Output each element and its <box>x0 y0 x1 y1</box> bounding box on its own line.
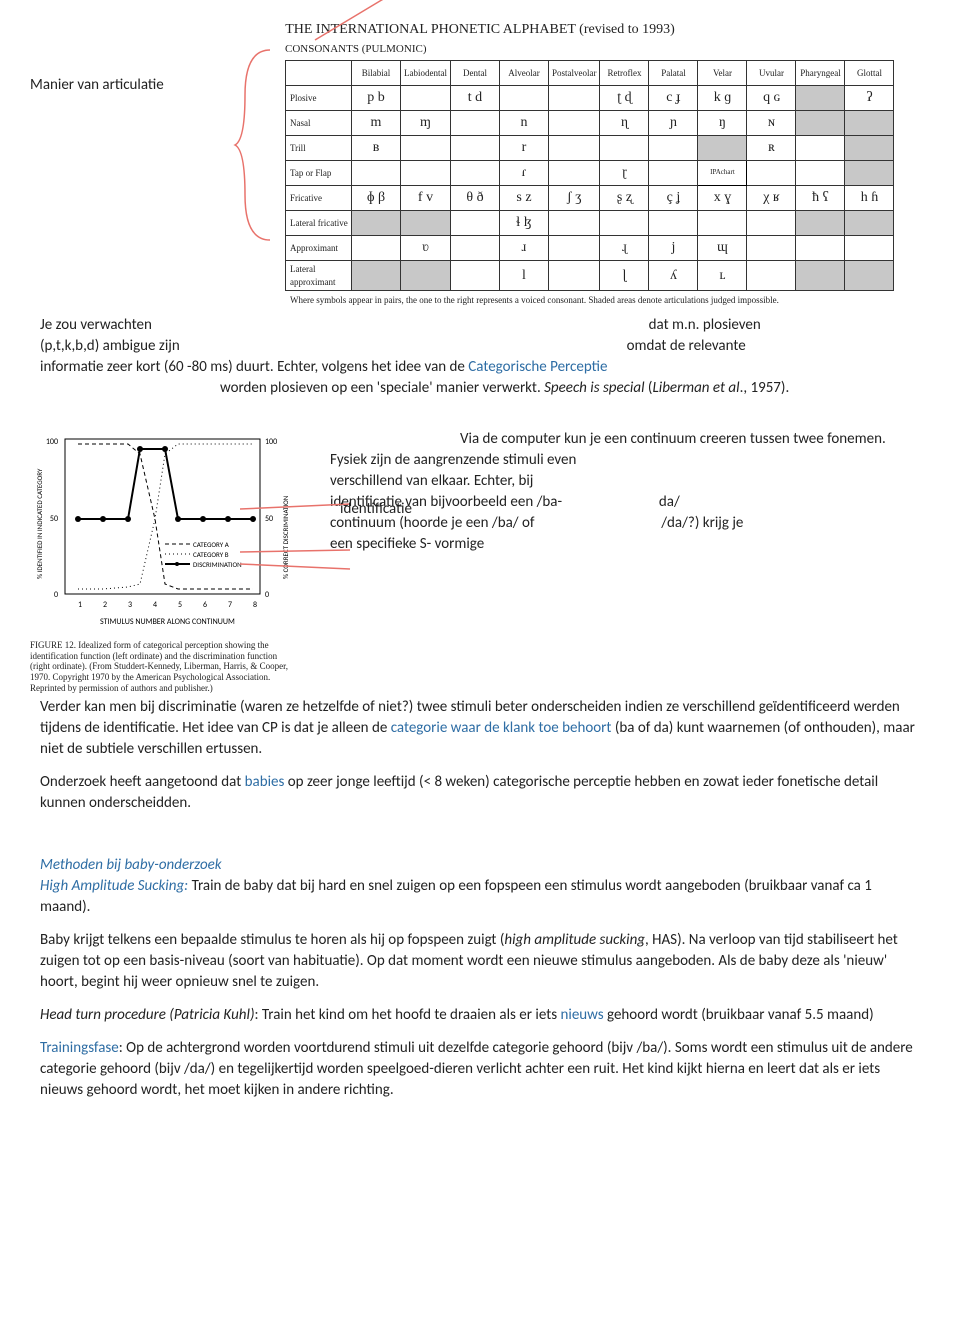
svg-text:DISCRIMINATION: DISCRIMINATION <box>193 560 242 569</box>
ipa-section: THE INTERNATIONAL PHONETIC ALPHABET (rev… <box>40 20 920 307</box>
graph-caption: FIGURE 12. Idealized form of categorical… <box>30 640 295 694</box>
svg-text:6: 6 <box>203 600 207 610</box>
categorical-perception-graph: 100 50 0 100 50 0 1 2 3 4 5 6 7 8 <box>30 429 300 629</box>
ipa-note: Where symbols appear in pairs, the one t… <box>290 294 920 307</box>
paragraph-3: Verder kan men bij discriminatie (waren … <box>40 697 920 760</box>
red-arrow-3 <box>240 559 360 579</box>
graph-section: 100 50 0 100 50 0 1 2 3 4 5 6 7 8 <box>40 429 920 689</box>
svg-text:5: 5 <box>178 600 182 610</box>
paragraph-7: Head turn procedure (Patricia Kuhl): Tra… <box>40 1005 920 1026</box>
svg-text:0: 0 <box>265 590 269 600</box>
svg-text:STIMULUS NUMBER ALONG CONTINUU: STIMULUS NUMBER ALONG CONTINUUM <box>100 617 235 627</box>
svg-text:1: 1 <box>78 600 82 610</box>
paragraph-6: Baby krijgt telkens een bepaalde stimulu… <box>40 930 920 993</box>
paragraph-1: Je zou verwachten dat m.n. plosieven (p,… <box>40 315 920 399</box>
red-line-top <box>310 0 400 42</box>
svg-text:100: 100 <box>46 437 58 447</box>
svg-text:0: 0 <box>54 590 58 600</box>
svg-text:4: 4 <box>153 600 157 610</box>
paragraph-2: Via de computer kun je een continuum cre… <box>330 429 920 555</box>
svg-text:% IDENTIFIED IN INDICATED CATE: % IDENTIFIED IN INDICATED CATEGORY <box>35 468 44 579</box>
section-heading: Methoden bij baby-onderzoek High Amplitu… <box>40 855 920 918</box>
svg-text:8: 8 <box>253 600 257 610</box>
svg-text:CATEGORY A: CATEGORY A <box>193 540 230 549</box>
articulation-label: Manier van articulatie <box>30 75 210 96</box>
paragraph-4: Onderzoek heeft aangetoond dat babies op… <box>40 772 920 814</box>
svg-text:CATEGORY B: CATEGORY B <box>193 550 229 559</box>
svg-text:7: 7 <box>228 600 232 610</box>
paragraph-8: Trainingsfase: Op de achtergrond worden … <box>40 1038 920 1101</box>
ipa-consonant-table: BilabialLabiodental DentalAlveolar Posta… <box>285 60 894 291</box>
svg-text:50: 50 <box>50 514 58 524</box>
svg-text:3: 3 <box>128 600 132 610</box>
ipa-title: THE INTERNATIONAL PHONETIC ALPHABET (rev… <box>40 20 920 40</box>
brace-icon <box>230 45 280 245</box>
svg-text:100: 100 <box>265 437 277 447</box>
svg-text:2: 2 <box>103 600 107 610</box>
ipa-subtitle: CONSONANTS (PULMONIC) <box>285 42 920 57</box>
